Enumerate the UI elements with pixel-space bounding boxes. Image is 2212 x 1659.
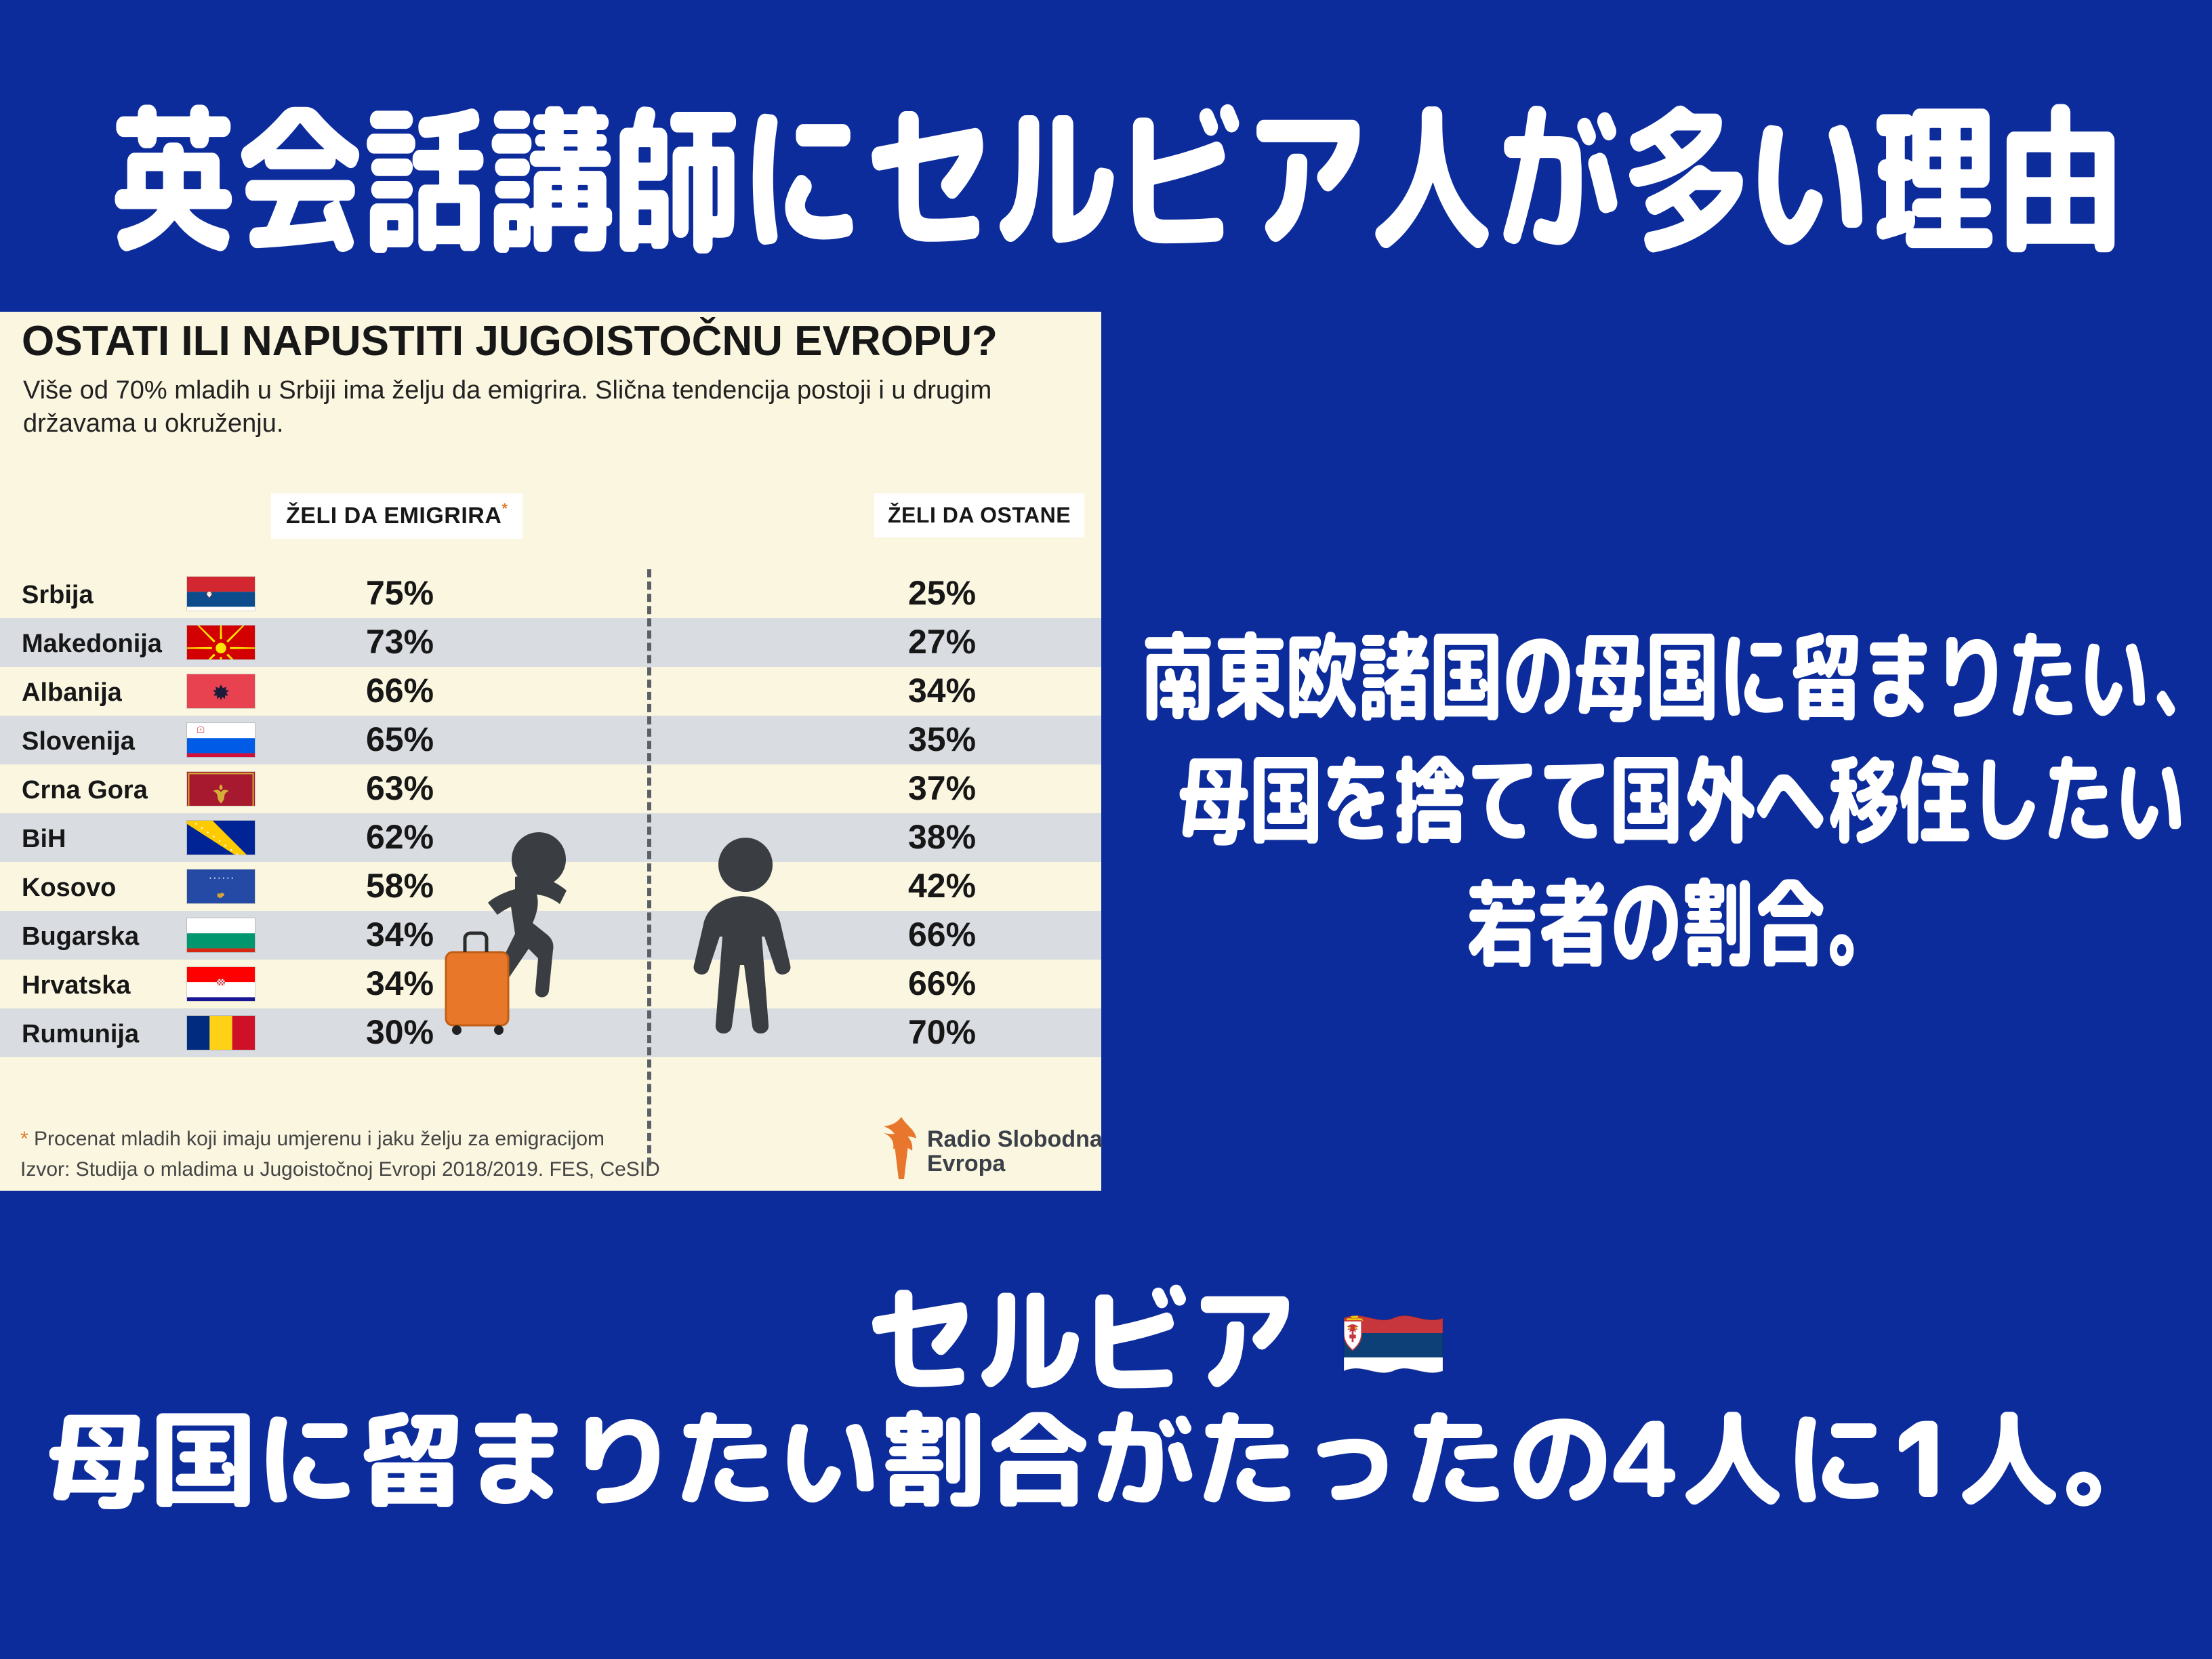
- svg-text:Radio Slobodna: Radio Slobodna: [927, 1126, 1103, 1152]
- svg-text:Evropa: Evropa: [927, 1151, 1006, 1176]
